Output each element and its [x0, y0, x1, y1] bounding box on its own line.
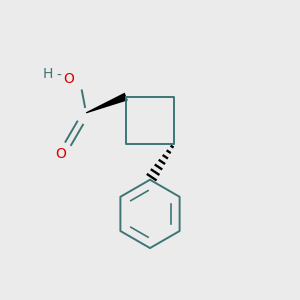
Polygon shape [150, 168, 160, 176]
Polygon shape [154, 164, 163, 170]
Polygon shape [158, 159, 166, 165]
Polygon shape [86, 93, 128, 113]
Text: -: - [56, 69, 61, 83]
Polygon shape [170, 145, 174, 148]
Text: O: O [56, 147, 66, 161]
Polygon shape [146, 173, 157, 182]
Text: O: O [64, 72, 75, 86]
Text: H: H [42, 67, 52, 81]
Polygon shape [162, 154, 169, 160]
Polygon shape [166, 149, 171, 154]
